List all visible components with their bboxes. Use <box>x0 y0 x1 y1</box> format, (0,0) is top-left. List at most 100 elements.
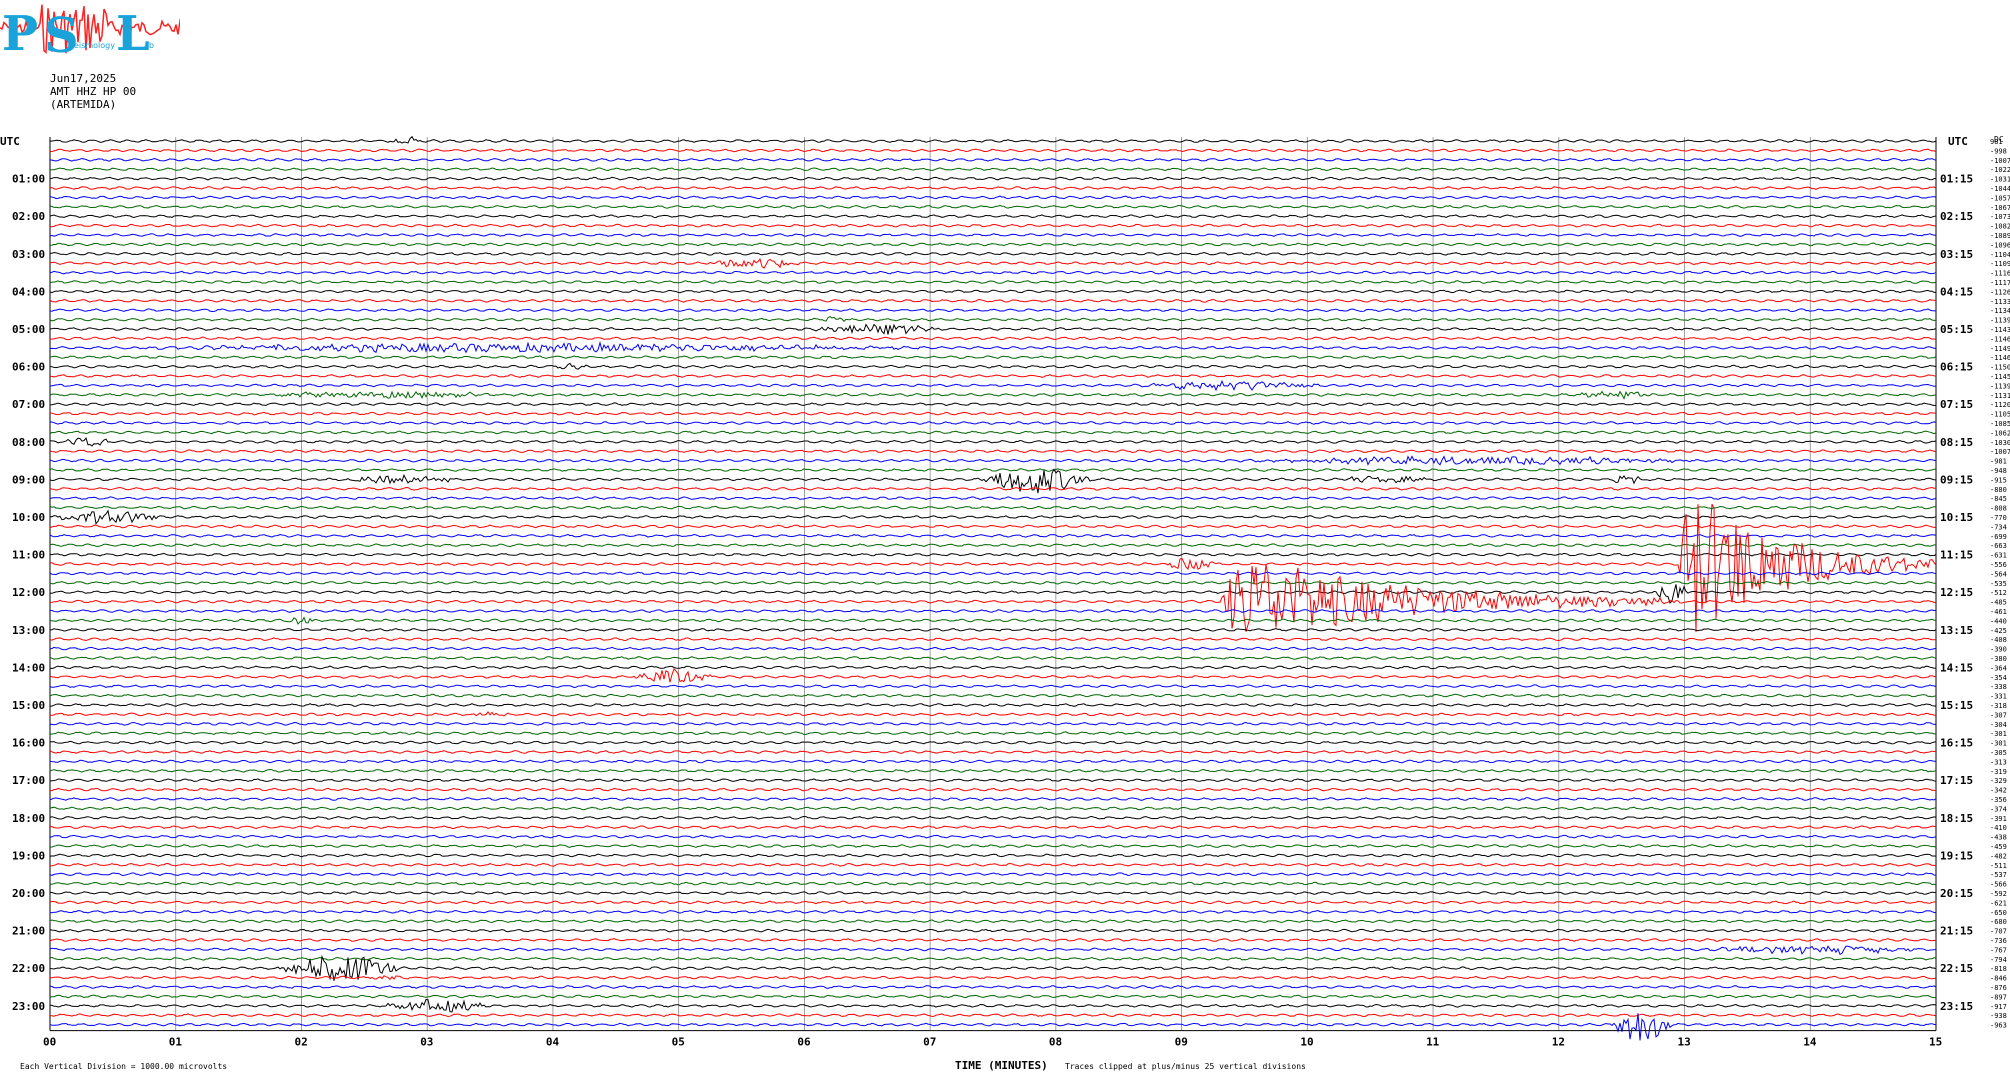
trace-line <box>49 157 1937 162</box>
trace-line <box>49 656 1937 660</box>
dc-offset-label: -305 <box>1990 749 2007 757</box>
trace-line <box>49 340 1937 354</box>
trace-line <box>49 909 1937 914</box>
left-time-label: 18:00 <box>12 812 45 825</box>
trace-line <box>49 402 1937 407</box>
dc-label: DC <box>1994 135 2004 144</box>
dc-offset-label: -1126 <box>1990 288 2010 296</box>
left-time-label: 08:00 <box>12 436 45 449</box>
dc-offset-label: -998 <box>1990 147 2007 155</box>
dc-offset-label: -1150 <box>1990 364 2010 372</box>
dc-offset-label: -734 <box>1990 523 2007 531</box>
trace-line <box>49 580 1936 585</box>
clip-note: Traces clipped at plus/minus 25 vertical… <box>1065 1062 1306 1071</box>
trace-line <box>49 195 1937 200</box>
left-time-label: 05:00 <box>12 323 45 336</box>
dc-offset-label: -963 <box>1990 1022 2007 1030</box>
header-station: (ARTEMIDA) <box>50 98 117 111</box>
dc-offset-label: -981 <box>1990 458 2007 466</box>
dc-offset-label: -1120 <box>1990 401 2010 409</box>
trace-line <box>49 975 1937 981</box>
dc-offset-label: -364 <box>1990 664 2007 672</box>
trace-line <box>49 1013 1937 1018</box>
dc-offset-label: -512 <box>1990 589 2007 597</box>
left-time-label: 11:00 <box>12 549 45 562</box>
x-tick-label: 04 <box>546 1036 560 1049</box>
right-time-label: 04:15 <box>1940 285 1973 298</box>
dc-offset-label: -1105 <box>1990 411 2010 419</box>
trace-line <box>49 609 1937 613</box>
x-tick-label: 03 <box>420 1036 433 1049</box>
dc-offset-label: -374 <box>1990 805 2007 813</box>
left-utc-label: UTC <box>0 135 20 148</box>
right-time-label: 19:15 <box>1940 849 1973 862</box>
left-time-label: 20:00 <box>12 887 45 900</box>
x-tick-label: 02 <box>294 1036 307 1049</box>
right-time-label: 14:15 <box>1940 661 1973 674</box>
trace-line <box>49 411 1937 416</box>
trace-line <box>49 421 1937 425</box>
trace-line <box>49 449 1937 454</box>
dc-offset-label: -1116 <box>1990 270 2010 278</box>
dc-offset-label: -915 <box>1990 476 2007 484</box>
trace-line <box>49 176 1937 181</box>
dc-offset-label: -1057 <box>1990 194 2010 202</box>
dc-offset-label: -808 <box>1990 505 2007 513</box>
left-time-label: 02:00 <box>12 210 45 223</box>
trace-line <box>49 186 1937 190</box>
left-time-label: 21:00 <box>12 925 45 938</box>
left-time-label: 17:00 <box>12 774 45 787</box>
trace-line <box>49 853 1937 858</box>
left-time-label: 12:00 <box>12 586 45 599</box>
dc-offset-label: -307 <box>1990 711 2007 719</box>
dc-offset-label: -1146 <box>1990 335 2010 343</box>
dc-offset-label: -1085 <box>1990 420 2010 428</box>
trace-line <box>49 740 1937 745</box>
trace-line <box>49 693 1937 698</box>
trace-line <box>49 204 1937 209</box>
trace-line <box>49 881 1937 886</box>
trace-line <box>49 571 1937 576</box>
left-time-label: 16:00 <box>12 737 45 750</box>
trace-line <box>49 486 1937 491</box>
dc-offset-label: -535 <box>1990 580 2007 588</box>
dc-offset-label: -1073 <box>1990 213 2010 221</box>
left-time-label: 22:00 <box>12 962 45 975</box>
trace-line <box>49 533 1937 538</box>
trace-line <box>50 223 1937 228</box>
dc-offset-label: -1117 <box>1990 279 2010 287</box>
trace-line <box>49 468 1937 494</box>
trace-line <box>49 242 1937 247</box>
right-time-label: 21:15 <box>1940 925 1973 938</box>
trace-line <box>49 251 1937 256</box>
dc-offset-label: -1062 <box>1990 429 2010 437</box>
trace-line <box>49 167 1937 172</box>
right-time-label: 12:15 <box>1940 586 1973 599</box>
right-time-label: 18:15 <box>1940 812 1973 825</box>
trace-line <box>49 665 1937 670</box>
x-tick-label: 00 <box>43 1036 56 1049</box>
x-tick-label: 06 <box>797 1036 811 1049</box>
dc-offset-label: -680 <box>1990 918 2007 926</box>
dc-offset-label: -876 <box>1990 984 2007 992</box>
trace-line <box>49 994 1937 999</box>
dc-offset-label: -1139 <box>1990 317 2010 325</box>
dc-offset-label: -564 <box>1990 570 2007 578</box>
x-tick-label: 01 <box>169 1036 183 1049</box>
dc-offset-label: -356 <box>1990 796 2007 804</box>
trace-line <box>49 928 1937 933</box>
x-tick-label: 14 <box>1803 1036 1817 1049</box>
dc-offset-label: -770 <box>1990 514 2007 522</box>
dc-offset-label: -1096 <box>1990 241 2010 249</box>
dc-offset-label: -313 <box>1990 758 2007 766</box>
trace-line <box>49 938 1937 942</box>
x-tick-label: 08 <box>1049 1036 1062 1049</box>
dc-offset-label: -318 <box>1990 702 2007 710</box>
dc-offset-label: -440 <box>1990 617 2007 625</box>
dc-offset-label: -482 <box>1990 852 2007 860</box>
dc-offset-label: -319 <box>1990 768 2007 776</box>
trace-line <box>50 616 1937 625</box>
dc-offset-label: -845 <box>1990 495 2007 503</box>
trace-line <box>49 543 1937 548</box>
dc-offset-label: -1007 <box>1990 448 2010 456</box>
